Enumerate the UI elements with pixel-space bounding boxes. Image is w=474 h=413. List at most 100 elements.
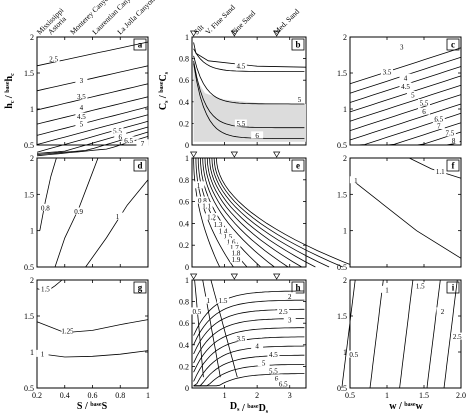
- panel-g-xlabel: S / baseS: [77, 401, 108, 412]
- contour-line-4: [36, 96, 149, 125]
- contour-line-0_8: [39, 157, 57, 231]
- ytick-label: 0.4: [179, 219, 189, 228]
- ytick-label: 0: [185, 263, 189, 272]
- contour-label-4: 4: [255, 342, 259, 350]
- contour-label-1_6-bg: [225, 238, 238, 246]
- xtick-label: 1: [223, 391, 227, 400]
- panel-g: 0.5 1 1.5 2 0.2 0.4 0.6 0.8 1 g 1 1.25 1.5: [24, 276, 150, 400]
- contour-label-2: 2: [288, 293, 292, 301]
- site-label: Med. Sand: [272, 7, 302, 37]
- panel-h: 00.20.40.60.811 2 3h0.51 1.522.533.544.555.…: [179, 273, 307, 400]
- panel-e-label: e: [296, 161, 300, 171]
- xtick-label: 1: [385, 391, 389, 400]
- contour-label-5: 5: [262, 360, 266, 368]
- contour-label-6: 6: [255, 132, 259, 140]
- contour-label-1_25-bg: [61, 326, 74, 334]
- contour-label-1_5-bg: [414, 282, 427, 290]
- contour-label-3-bg: [75, 76, 88, 84]
- panel-e: 00.20.40.60.81e0.811.11.21.31.41.51.61.7…: [179, 151, 357, 272]
- contour-label-0_5: 0.5: [193, 308, 202, 316]
- panel-a-label: a: [138, 40, 143, 50]
- contour-label-5: 5: [298, 96, 302, 104]
- contour-line-0_8: [193, 157, 221, 268]
- sediment-marker: [273, 151, 281, 158]
- panel-f-frame: [349, 157, 462, 268]
- contour-line-1_6: [209, 157, 316, 268]
- ytick-label: 2: [30, 33, 34, 42]
- contour-line-6: [36, 126, 149, 154]
- sediment-marker: [190, 151, 198, 158]
- ytick-label: 0.8: [179, 298, 189, 307]
- contour-line-1_7: [211, 157, 330, 268]
- contour-line-3: [36, 65, 149, 92]
- contour-line-1_8: [213, 157, 343, 268]
- panel-i-xlabel: w / basew: [389, 401, 423, 412]
- ytick-label: 1: [343, 348, 347, 357]
- contour-label-2-bg: [283, 292, 296, 300]
- contour-label-0_8: 0.8: [198, 197, 207, 205]
- contour-line-0_5: [194, 279, 204, 378]
- contour-line-1: [195, 157, 234, 268]
- contour-label-6-bg: [251, 131, 264, 139]
- contour-line-6: [349, 103, 462, 141]
- contour-label-4_5-bg: [399, 82, 412, 90]
- panel-i-label-box: [446, 281, 460, 294]
- contour-line-1_3: [202, 157, 275, 268]
- contour-line-upper: [193, 42, 307, 68]
- ytick-label: 0.6: [179, 319, 189, 328]
- panel-h-label: h: [295, 283, 300, 293]
- contour-label-3_5-bg: [381, 68, 393, 75]
- contour-label-1_1: 1.1: [202, 203, 211, 211]
- contour-label-6_5: 6.5: [434, 115, 443, 123]
- contour-line-2_5: [443, 279, 458, 389]
- contour-label-3-bg: [283, 316, 296, 324]
- contour-label-5_5: 5.5: [113, 128, 122, 136]
- contour-label-1_1-bg: [200, 202, 213, 210]
- contour-label-5: 5: [80, 120, 84, 128]
- contour-label-1_1-bg: [434, 167, 447, 175]
- contour-label-0_8-bg: [196, 196, 209, 204]
- contour-label-1: 1: [116, 213, 120, 221]
- contour-label-6-bg: [270, 374, 283, 382]
- contour-label-1_7-bg: [228, 243, 241, 251]
- contour-line-1_5: [206, 157, 303, 268]
- ytick-label: 0.8: [179, 55, 189, 64]
- xtick-label: 0.8: [115, 391, 125, 400]
- contour-label-5_5: 5.5: [420, 99, 429, 107]
- contour-label-0_5-bg: [190, 307, 203, 315]
- contour-label-4-bg: [251, 341, 264, 349]
- ytick-label: 1: [343, 105, 347, 114]
- ytick-label: 0.5: [24, 141, 34, 150]
- contour-line-8: [350, 141, 462, 146]
- sediment-marker: [230, 30, 238, 37]
- panel-d-frame: [36, 157, 149, 268]
- contour-label-7-bg: [432, 122, 445, 129]
- contour-label-1_5: 1.5: [219, 297, 228, 305]
- contour-line-1_25: [36, 319, 149, 334]
- panel-g-frame: [36, 279, 149, 389]
- contour-line-4_5: [193, 336, 305, 382]
- contour-label-1_4: 1.4: [219, 228, 228, 236]
- panel-b-ylabel: Cs / baseCs: [158, 71, 170, 110]
- contour-label-4_5-bg: [234, 62, 247, 70]
- contour-label-1_9-bg: [229, 255, 242, 263]
- site-label: Fine Sand: [229, 9, 257, 37]
- contour-label-7-bg: [136, 139, 149, 147]
- ytick-label: 1: [185, 154, 189, 163]
- contour-label-6_5-bg: [432, 114, 445, 122]
- contour-label-1-bg: [381, 285, 393, 293]
- contour-label-7: 7: [437, 123, 441, 131]
- ytick-label: 0.6: [179, 76, 189, 85]
- contour-label-4_5-bg: [75, 112, 88, 120]
- contour-label-3: 3: [288, 317, 292, 325]
- ytick-label: 1.5: [337, 312, 347, 321]
- contour-label-2_5-bg: [47, 55, 60, 63]
- contour-label-2_5: 2.5: [453, 333, 462, 341]
- contour-label-1_3-bg: [212, 220, 225, 228]
- ytick-label: 1: [185, 33, 189, 42]
- xtick-label: 0.4: [60, 391, 70, 400]
- ytick-label: 1: [343, 227, 347, 236]
- contour-label-1_5-bg: [221, 232, 234, 240]
- contour-line-2: [193, 290, 305, 336]
